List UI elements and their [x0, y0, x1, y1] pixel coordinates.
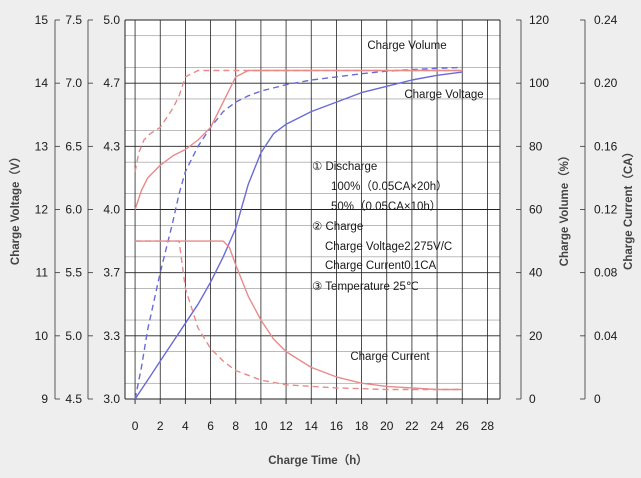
x-tick-label: 14 — [305, 419, 319, 433]
x-tick-label: 22 — [405, 419, 419, 433]
x-tick-label: 10 — [254, 419, 268, 433]
y-axis-title-charge-voltage: Charge Voltage（V） — [8, 151, 22, 265]
x-tick-label: 6 — [207, 419, 214, 433]
x-tick-label: 18 — [355, 419, 369, 433]
x-tick-label: 12 — [279, 419, 293, 433]
y-tick-label-charge-voltage-12v: 11 — [36, 266, 49, 280]
y-tick-label-charge-current: 0.08 — [594, 266, 618, 280]
series-label-charge-volume: Charge Volume — [367, 40, 446, 52]
y-tick-label-charge-voltage-6v: 7.5 — [65, 13, 82, 27]
y-tick-label-charge-voltage-12v: 10 — [35, 329, 49, 343]
series-line-charge-current-dashed — [135, 240, 463, 391]
y-tick-label-charge-current: 0.04 — [594, 329, 618, 343]
y-tick-label-cell-voltage: 4.7 — [103, 76, 120, 90]
y-axis-title-charge-current: Charge Current（CA） — [621, 146, 635, 270]
series-layer — [134, 66, 463, 400]
y-tick-label-charge-voltage-6v: 6.5 — [65, 139, 82, 153]
x-tick-label: 16 — [330, 419, 344, 433]
note-discharge-100: 100%（0.05CA×20h） — [331, 180, 448, 193]
axes-layer: 0 2 4 6 8 10 12 14 16 18 20 22 24 26 2815141312111097.… — [35, 13, 618, 433]
note-charge-voltage: Charge Voltage2.275V/C — [325, 241, 452, 253]
y-tick-label-charge-volume: 100 — [529, 76, 549, 90]
x-tick-label: 2 — [157, 419, 164, 433]
note-discharge-50: 50%（0.05CA×10h） — [331, 200, 441, 213]
y-tick-label-cell-voltage: 3.7 — [103, 266, 120, 280]
series-label-charge-current: Charge Current — [350, 351, 430, 363]
y-tick-label-charge-current: 0.12 — [594, 203, 618, 217]
y-tick-label-charge-voltage-6v: 5.5 — [65, 266, 82, 280]
series-line-charge-current-solid — [135, 240, 463, 391]
note-charge: ② Charge — [312, 221, 363, 233]
y-tick-label-charge-volume: 60 — [529, 203, 543, 217]
y-tick-label-cell-voltage: 3.3 — [103, 329, 120, 343]
y-tick-label-charge-voltage-12v: 12 — [35, 203, 49, 217]
y-tick-label-charge-volume: 0 — [529, 392, 536, 406]
x-tick-label: 0 — [132, 419, 139, 433]
series-line-charge-volume-solid — [134, 71, 463, 400]
y-tick-label-cell-voltage: 4.0 — [103, 203, 120, 217]
y-tick-label-charge-current: 0.16 — [594, 139, 618, 153]
y-tick-label-charge-current: 0.24 — [594, 13, 618, 27]
y-tick-label-charge-voltage-6v: 4.5 — [65, 392, 82, 406]
y-tick-label-charge-volume: 80 — [529, 139, 543, 153]
y-tick-label-charge-voltage-12v: 15 — [35, 13, 49, 27]
y-tick-label-cell-voltage: 5.0 — [103, 13, 120, 27]
y-tick-label-cell-voltage: 3.0 — [103, 392, 120, 406]
x-tick-label: 26 — [456, 419, 470, 433]
x-tick-label: 20 — [380, 419, 394, 433]
y-tick-label-cell-voltage: 4.3 — [103, 139, 120, 153]
note-temperature: ③ Temperature 25℃ — [312, 281, 419, 293]
series-line-charge-voltage-dashed — [134, 69, 463, 172]
y-tick-label-charge-voltage-6v: 7.0 — [65, 76, 82, 90]
note-charge-current: Charge Current0.1CA — [325, 260, 437, 272]
y-tick-label-charge-volume: 20 — [529, 329, 543, 343]
x-tick-label: 8 — [232, 419, 239, 433]
y-tick-label-charge-voltage-12v: 13 — [35, 139, 49, 153]
y-tick-label-charge-voltage-12v: 9 — [41, 392, 48, 406]
text-layer: Charge Time（h） Charge Voltage（V） Charge … — [8, 40, 635, 467]
y-tick-label-charge-current: 0.20 — [594, 76, 618, 90]
y-tick-label-charge-volume: 40 — [529, 266, 543, 280]
series-line-charge-voltage-solid — [134, 69, 463, 210]
y-tick-label-charge-current: 0 — [594, 392, 601, 406]
y-tick-label-charge-voltage-12v: 14 — [35, 76, 49, 90]
note-discharge: ① Discharge — [312, 161, 377, 173]
x-axis-title: Charge Time（h） — [268, 453, 367, 467]
x-tick-label: 24 — [430, 419, 444, 433]
x-tick-label: 28 — [481, 419, 495, 433]
y-axis-title-charge-volume: Charge Volume（%） — [557, 150, 571, 267]
y-tick-label-charge-voltage-6v: 5.0 — [65, 329, 82, 343]
x-tick-label: 4 — [182, 419, 189, 433]
y-tick-label-charge-volume: 120 — [529, 13, 549, 27]
series-label-charge-voltage: Charge Voltage — [404, 89, 483, 101]
y-tick-label-charge-voltage-6v: 6.0 — [65, 203, 82, 217]
